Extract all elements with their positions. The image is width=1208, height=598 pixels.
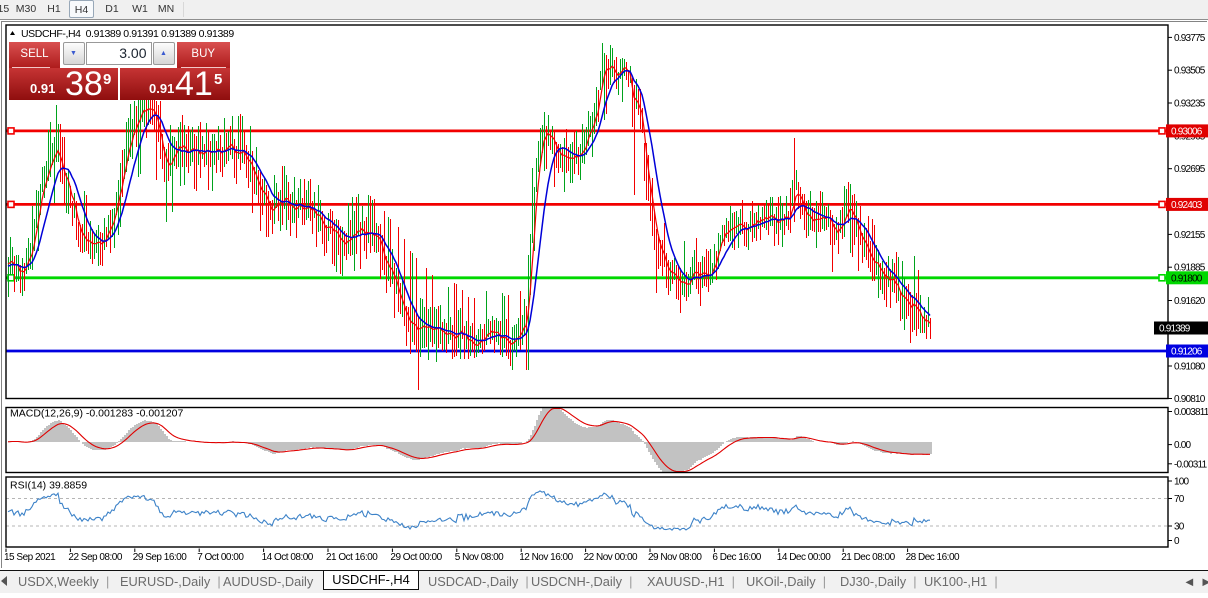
svg-text:0.93006: 0.93006 bbox=[1171, 127, 1203, 138]
svg-text:0.003811: 0.003811 bbox=[1174, 407, 1208, 418]
svg-text:14 Dec 00:00: 14 Dec 00:00 bbox=[777, 552, 831, 563]
svg-text:21 Dec 08:00: 21 Dec 08:00 bbox=[841, 552, 895, 563]
svg-text:15 Sep 2021: 15 Sep 2021 bbox=[4, 552, 56, 563]
svg-text:29 Oct 00:00: 29 Oct 00:00 bbox=[390, 552, 442, 563]
svg-text:0.91885: 0.91885 bbox=[1174, 263, 1206, 274]
svg-text:0.00: 0.00 bbox=[1174, 440, 1192, 451]
svg-text:22 Sep 08:00: 22 Sep 08:00 bbox=[68, 552, 122, 563]
svg-text:0.91206: 0.91206 bbox=[1171, 347, 1203, 358]
svg-text:RSI(14) 39.8859: RSI(14) 39.8859 bbox=[10, 480, 87, 492]
svg-text:0.93775: 0.93775 bbox=[1174, 33, 1206, 44]
svg-text:0.93505: 0.93505 bbox=[1174, 66, 1206, 77]
svg-text:7 Oct 00:00: 7 Oct 00:00 bbox=[197, 552, 244, 563]
svg-text:29 Nov 08:00: 29 Nov 08:00 bbox=[648, 552, 702, 563]
svg-text:5 Nov 08:00: 5 Nov 08:00 bbox=[455, 552, 504, 563]
svg-text:28 Dec 16:00: 28 Dec 16:00 bbox=[906, 552, 960, 563]
svg-text:100: 100 bbox=[1174, 477, 1190, 488]
svg-text:22 Nov 00:00: 22 Nov 00:00 bbox=[584, 552, 638, 563]
svg-text:0.91800: 0.91800 bbox=[1171, 273, 1203, 284]
svg-text:0.91080: 0.91080 bbox=[1174, 362, 1206, 373]
svg-text:70: 70 bbox=[1174, 494, 1185, 505]
svg-text:MACD(12,26,9) -0.001283 -0.001: MACD(12,26,9) -0.001283 -0.001207 bbox=[10, 408, 184, 420]
svg-text:0.91620: 0.91620 bbox=[1174, 296, 1206, 307]
svg-text:6 Dec 16:00: 6 Dec 16:00 bbox=[712, 552, 761, 563]
svg-text:0.91389: 0.91389 bbox=[1159, 324, 1191, 335]
svg-text:14 Oct 08:00: 14 Oct 08:00 bbox=[262, 552, 314, 563]
svg-text:30: 30 bbox=[1174, 522, 1185, 533]
svg-text:21 Oct 16:00: 21 Oct 16:00 bbox=[326, 552, 378, 563]
svg-text:29 Sep 16:00: 29 Sep 16:00 bbox=[133, 552, 187, 563]
svg-text:-0.00311: -0.00311 bbox=[1174, 459, 1208, 470]
svg-text:0.93235: 0.93235 bbox=[1174, 99, 1206, 110]
svg-text:0.92403: 0.92403 bbox=[1171, 200, 1203, 211]
svg-text:0.92155: 0.92155 bbox=[1174, 230, 1206, 241]
svg-text:USDCHF-,H4 0.91389 0.91391 0.: USDCHF-,H4 0.91389 0.91391 0.91389 0.913… bbox=[21, 28, 234, 40]
svg-text:0: 0 bbox=[1174, 536, 1180, 547]
svg-text:0.90810: 0.90810 bbox=[1174, 394, 1206, 405]
svg-text:12 Nov 16:00: 12 Nov 16:00 bbox=[519, 552, 573, 563]
svg-text:0.92695: 0.92695 bbox=[1174, 164, 1206, 175]
